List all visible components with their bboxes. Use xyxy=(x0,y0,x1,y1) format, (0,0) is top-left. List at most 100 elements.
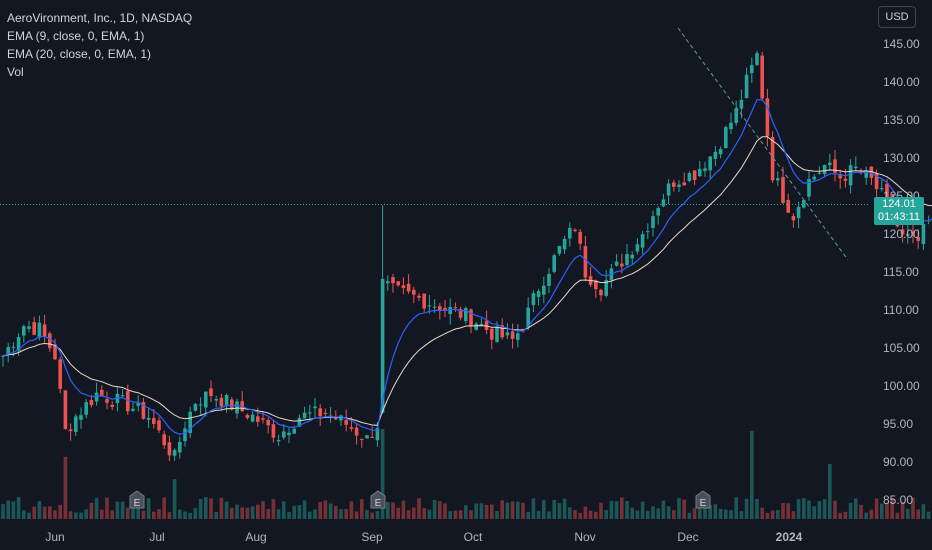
price-tick: 110.00 xyxy=(883,303,919,317)
volume-bar xyxy=(443,503,447,519)
volume-bar xyxy=(718,508,723,519)
earnings-marker[interactable]: E xyxy=(129,490,145,509)
earnings-marker[interactable]: E xyxy=(695,490,711,509)
time-tick: Dec xyxy=(677,530,698,544)
volume-bar xyxy=(542,500,546,519)
candle xyxy=(739,99,744,109)
volume-bar xyxy=(786,503,790,519)
volume-bar xyxy=(344,509,348,519)
volume-bar xyxy=(157,509,161,519)
volume-bar xyxy=(510,501,515,519)
candle xyxy=(583,246,588,278)
volume-bar xyxy=(6,500,10,519)
candle xyxy=(302,412,307,419)
time-tick: Jul xyxy=(149,530,164,544)
candle xyxy=(198,404,203,406)
candle xyxy=(432,306,437,308)
volume-bar xyxy=(464,505,468,519)
volume-bar xyxy=(698,507,702,519)
candle xyxy=(235,401,239,414)
volume-bar xyxy=(120,501,125,519)
volume-bar xyxy=(276,509,281,519)
volume-bar xyxy=(37,501,42,519)
candle xyxy=(791,216,796,221)
ema20-legend[interactable]: EMA (20, close, 0, EMA, 1) xyxy=(7,47,152,61)
volume-bar xyxy=(204,497,208,519)
volume-bar xyxy=(744,498,749,519)
symbol-title[interactable]: AeroVironment, Inc., 1D, NASDAQ xyxy=(7,11,193,25)
ema9-legend[interactable]: EMA (9, close, 0, EMA, 1) xyxy=(7,29,145,43)
candle xyxy=(469,309,473,326)
candle xyxy=(100,389,104,396)
price-tick: 100.00 xyxy=(883,379,920,393)
volume-bar xyxy=(391,502,395,519)
candle xyxy=(250,414,255,422)
candle xyxy=(880,188,884,190)
candle xyxy=(89,400,94,406)
candle xyxy=(464,308,468,321)
volume-bar xyxy=(620,497,624,519)
trendline[interactable] xyxy=(677,27,849,261)
volume-bar xyxy=(614,501,619,519)
candle xyxy=(105,399,109,403)
candle xyxy=(682,182,686,186)
candle xyxy=(162,434,166,446)
volume-bar xyxy=(219,497,224,519)
volume-bar xyxy=(354,511,359,519)
candle xyxy=(427,305,432,307)
candle xyxy=(16,337,21,351)
volume-bar xyxy=(401,500,406,519)
candle xyxy=(214,398,218,401)
volume-bar xyxy=(16,497,21,519)
price-tick: 130.00 xyxy=(883,151,920,165)
candle xyxy=(822,164,827,175)
candle xyxy=(386,281,390,284)
volume-bar xyxy=(703,505,707,519)
candle xyxy=(412,289,416,295)
volume-bar xyxy=(74,512,78,519)
candle xyxy=(666,183,671,196)
volume-bar xyxy=(666,506,671,519)
volume-bar xyxy=(302,500,307,519)
candle xyxy=(68,429,73,432)
volume-bar xyxy=(27,512,31,519)
price-axis[interactable]: 145.00140.00135.00130.00125.00120.00115.… xyxy=(883,37,920,507)
candle xyxy=(526,307,530,328)
candle xyxy=(630,254,634,259)
currency-button[interactable]: USD xyxy=(878,6,916,28)
candle xyxy=(63,390,68,429)
volume-bar xyxy=(250,506,255,519)
volume-bar xyxy=(386,501,390,519)
volume-bar xyxy=(796,498,801,519)
candle xyxy=(500,325,504,338)
earnings-marker[interactable]: E xyxy=(370,490,386,509)
candle xyxy=(744,74,749,98)
volume-bar xyxy=(838,512,842,519)
volume-legend[interactable]: Vol xyxy=(7,65,24,79)
candle xyxy=(542,285,546,295)
volume-bar xyxy=(313,509,317,519)
volume-bar xyxy=(848,502,853,519)
candle xyxy=(282,431,286,438)
candle xyxy=(188,411,192,434)
candle xyxy=(557,245,562,254)
svg-text:E: E xyxy=(134,498,141,509)
time-axis[interactable]: Jun Jul Aug Sep Oct Nov Dec 2024 xyxy=(45,530,802,544)
price-tick: 115.00 xyxy=(883,265,919,279)
last-price-value: 124.01 xyxy=(882,198,916,210)
volume-bar xyxy=(521,502,525,519)
volume-bar xyxy=(526,512,530,519)
candle xyxy=(547,273,551,286)
price-tick: 95.00 xyxy=(883,417,913,431)
svg-text:E: E xyxy=(375,498,382,509)
ema20-line xyxy=(2,136,932,426)
candle xyxy=(27,326,31,329)
candle xyxy=(838,175,842,179)
volume-bar xyxy=(334,505,338,519)
candle xyxy=(765,98,770,137)
candle xyxy=(594,280,598,290)
candle xyxy=(141,402,146,419)
candle xyxy=(796,206,801,219)
